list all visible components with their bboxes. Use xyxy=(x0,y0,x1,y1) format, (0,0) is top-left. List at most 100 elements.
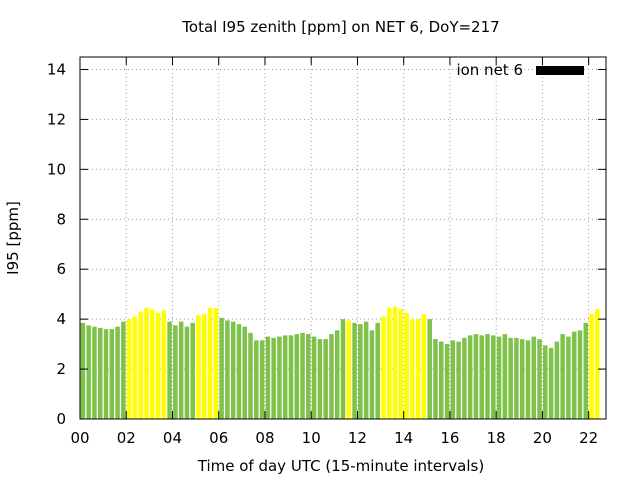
bar xyxy=(462,337,467,419)
x-tick-label: 18 xyxy=(487,429,506,447)
bar xyxy=(242,326,247,419)
axis-ticks xyxy=(79,57,606,420)
plot-border xyxy=(79,56,607,420)
bar xyxy=(502,334,508,419)
bar xyxy=(485,334,490,419)
x-tick-label: 12 xyxy=(348,429,367,447)
bar xyxy=(144,307,149,419)
bar xyxy=(456,341,461,419)
bar xyxy=(236,324,242,419)
x-tick-label: 06 xyxy=(209,429,228,447)
y-tick-label: 4 xyxy=(56,310,66,328)
x-tick-label: 16 xyxy=(440,429,459,447)
bar xyxy=(282,335,288,419)
bar xyxy=(167,321,172,419)
x-tick-label: 22 xyxy=(579,429,598,447)
bar xyxy=(381,316,386,419)
chart-title: Total I95 zenith [ppm] on NET 6, DoY=217 xyxy=(181,18,499,36)
bar xyxy=(473,334,479,419)
bar xyxy=(421,314,427,419)
bar xyxy=(248,332,253,419)
bar xyxy=(271,337,276,419)
bar xyxy=(583,322,589,419)
bar xyxy=(525,340,531,419)
bar xyxy=(346,320,352,419)
y-tick-label: 10 xyxy=(47,160,66,178)
legend-swatch xyxy=(536,66,584,75)
bars xyxy=(80,306,600,419)
grid-lines xyxy=(80,57,606,419)
bar xyxy=(311,336,317,419)
bar xyxy=(595,309,600,419)
legend-label: ion net 6 xyxy=(456,61,523,79)
bar xyxy=(566,336,571,419)
bar xyxy=(92,326,97,419)
y-tick-label: 6 xyxy=(56,260,66,278)
bar xyxy=(444,344,450,419)
bar xyxy=(398,309,404,419)
bar xyxy=(138,311,143,419)
bar xyxy=(450,340,456,419)
bar xyxy=(514,337,519,419)
x-tick-label: 08 xyxy=(255,429,274,447)
bar xyxy=(392,306,398,419)
x-axis-label: Time of day UTC (15-minute intervals) xyxy=(197,457,484,475)
x-tick-label: 04 xyxy=(163,429,182,447)
bar xyxy=(80,322,86,419)
bar xyxy=(132,316,138,419)
bar xyxy=(554,341,560,419)
y-tick-label: 12 xyxy=(47,110,66,128)
x-tick-label: 14 xyxy=(394,429,413,447)
x-tick-label: 20 xyxy=(533,429,552,447)
bar xyxy=(508,337,513,419)
bar xyxy=(375,322,380,419)
bar xyxy=(109,329,115,419)
bar xyxy=(369,330,375,419)
bar xyxy=(531,336,536,419)
bar xyxy=(363,321,369,419)
bar xyxy=(173,325,178,419)
x-tick-label: 02 xyxy=(117,429,136,447)
bar xyxy=(202,314,207,419)
legend: ion net 6 xyxy=(456,61,584,79)
y-tick-label: 2 xyxy=(56,360,66,378)
bar xyxy=(577,330,583,419)
bar xyxy=(103,329,109,419)
y-tick-label: 0 xyxy=(56,410,66,428)
bar xyxy=(386,307,392,419)
bar xyxy=(254,340,259,419)
bar xyxy=(340,319,346,419)
bar xyxy=(410,319,415,419)
bar xyxy=(427,319,432,419)
bar xyxy=(439,341,444,419)
y-axis-label: I95 [ppm] xyxy=(4,201,22,275)
bar xyxy=(543,345,548,419)
bar xyxy=(288,335,294,419)
bar xyxy=(352,322,357,419)
bar xyxy=(86,325,91,419)
bar xyxy=(306,334,311,419)
bar xyxy=(213,307,219,419)
bar xyxy=(571,331,577,419)
bar xyxy=(496,336,502,419)
x-tick-label: 10 xyxy=(302,429,321,447)
bar xyxy=(277,336,282,419)
bar xyxy=(178,321,184,419)
bar xyxy=(184,326,190,419)
bar xyxy=(150,309,155,419)
bar xyxy=(265,336,271,419)
bar xyxy=(537,339,542,419)
bar xyxy=(190,322,195,419)
bar xyxy=(491,335,496,419)
bar xyxy=(161,310,167,419)
bar xyxy=(115,326,120,419)
bar xyxy=(294,334,300,419)
bar xyxy=(329,334,334,419)
y-tick-label: 8 xyxy=(56,210,66,228)
bar xyxy=(196,315,201,419)
bar xyxy=(219,317,224,419)
bar xyxy=(334,330,340,419)
bar xyxy=(404,312,409,419)
